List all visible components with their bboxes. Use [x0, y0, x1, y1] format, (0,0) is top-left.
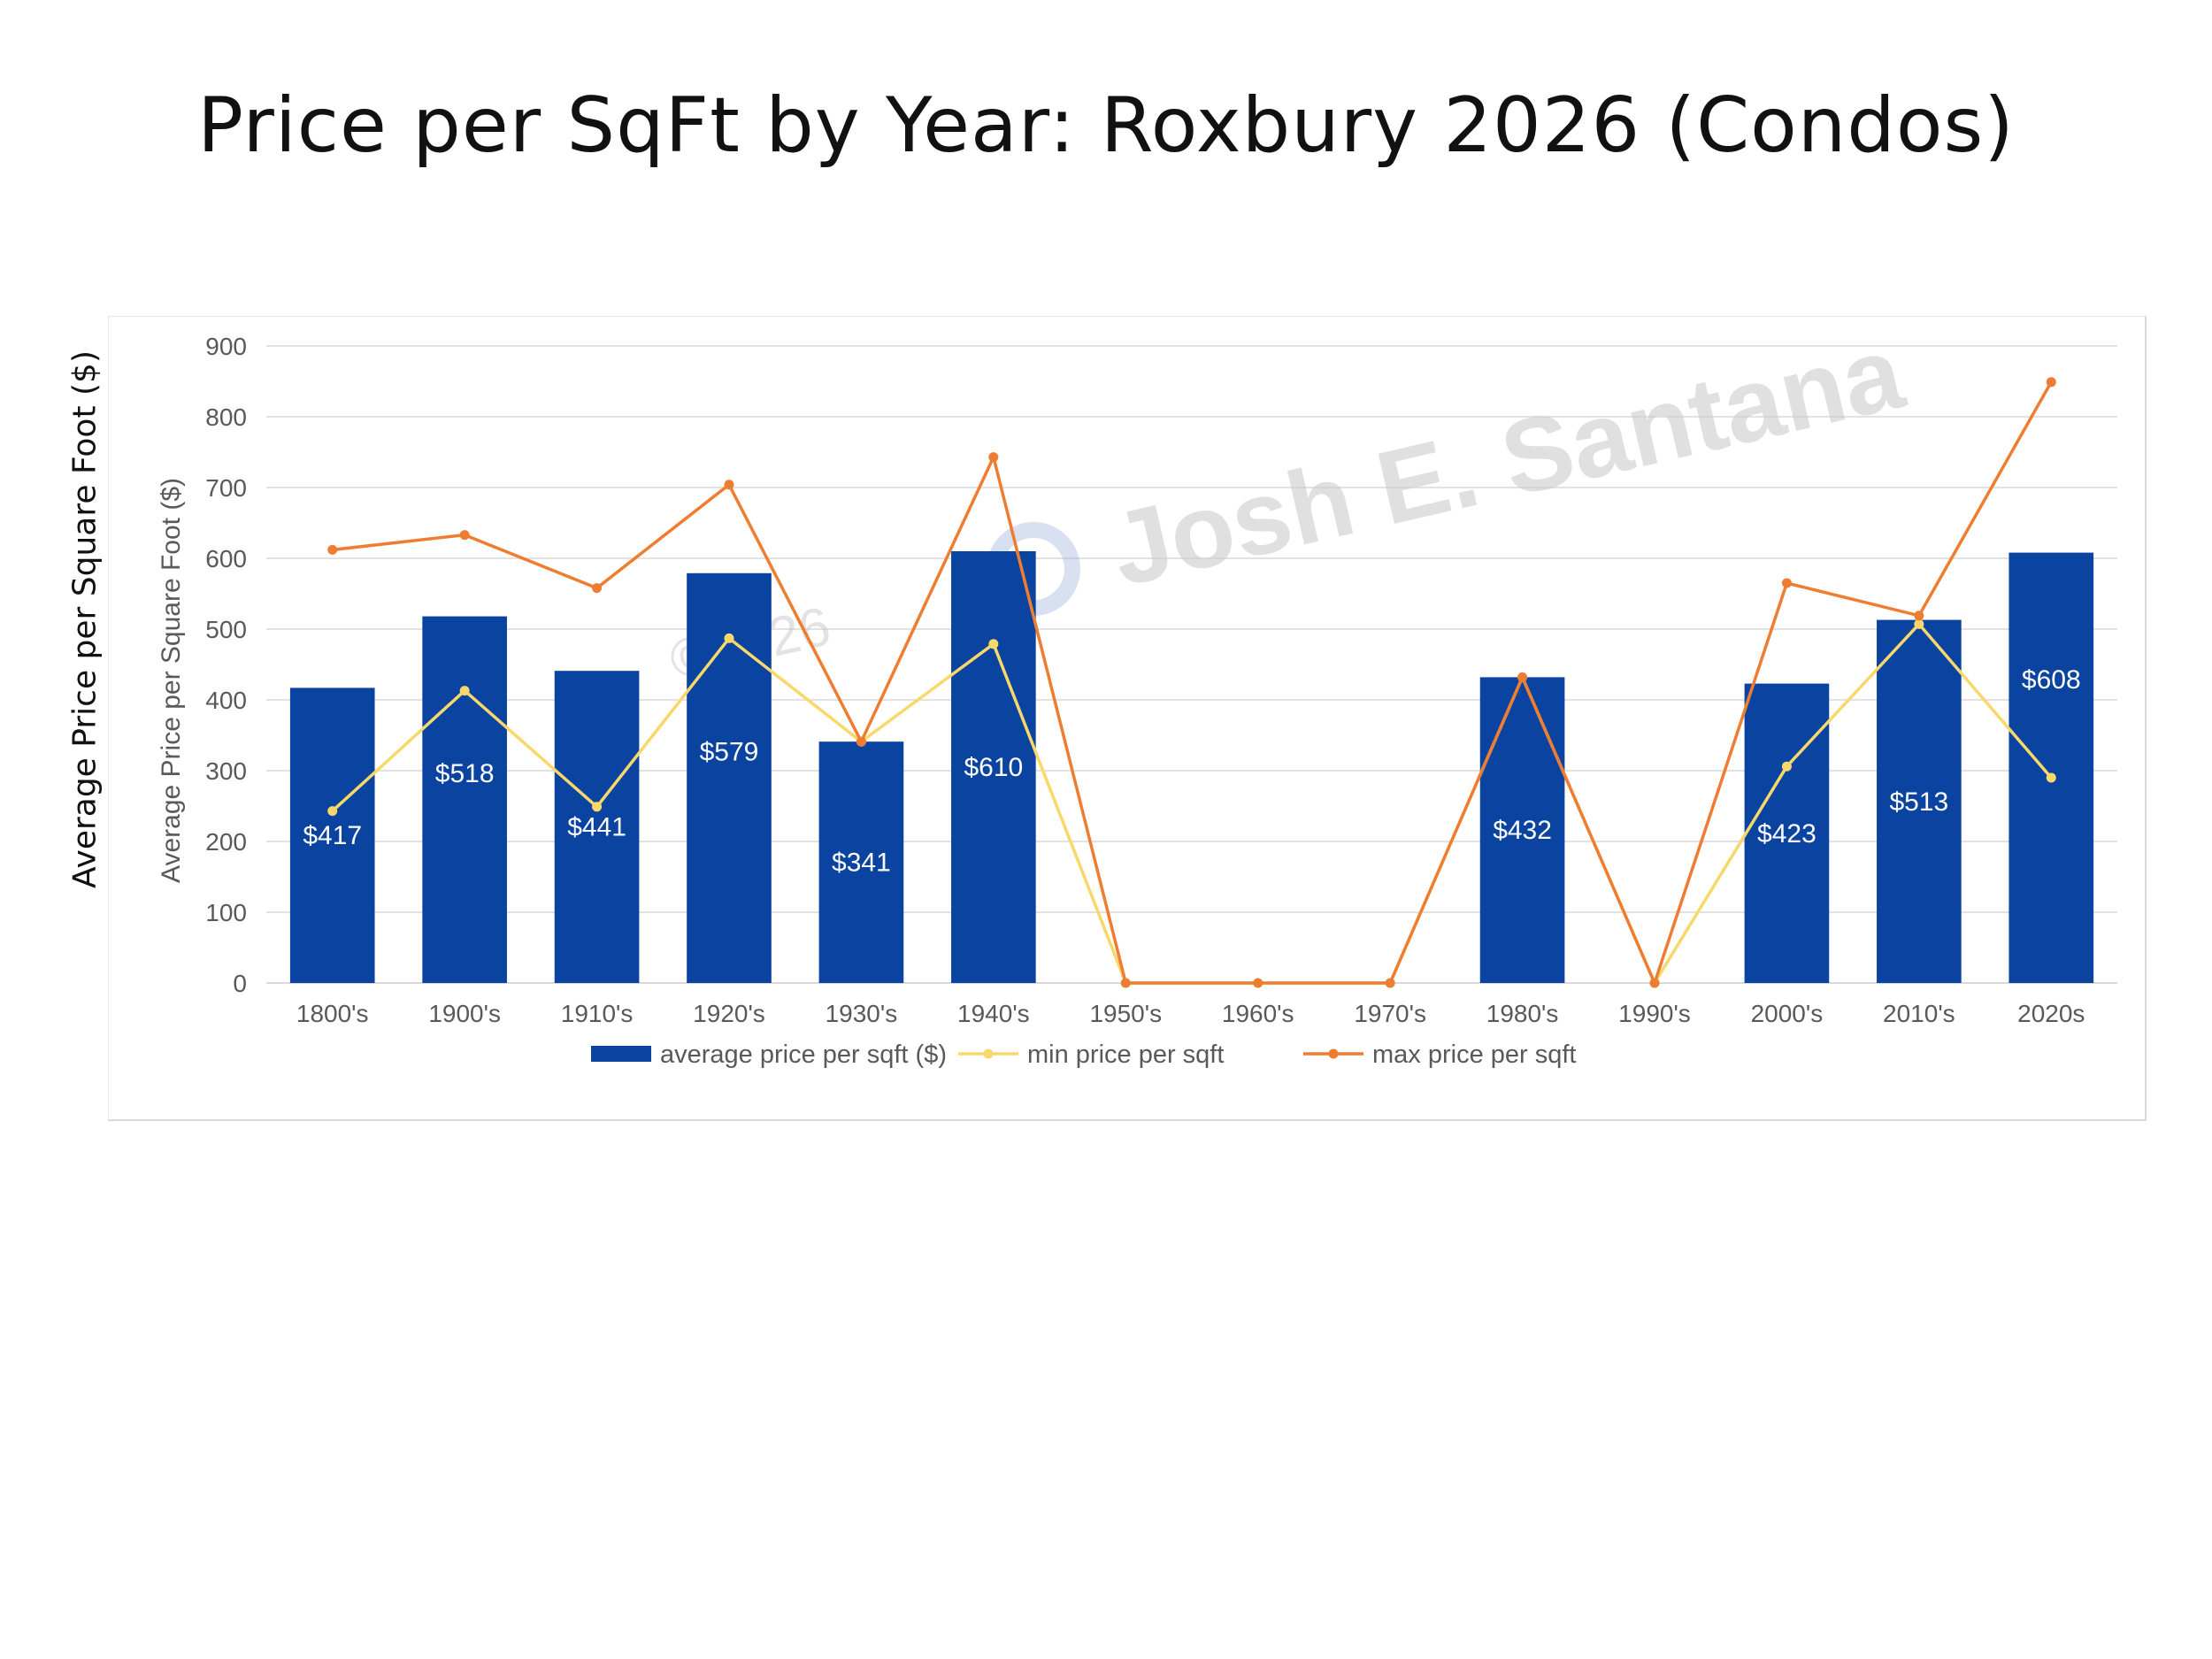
max-line-point	[1120, 978, 1131, 988]
y-tick-label: 800	[205, 403, 247, 431]
max-line-point	[988, 452, 999, 463]
legend-swatch-marker	[983, 1048, 994, 1059]
axis-layer: 0 100 200 300 400 500 600 700 800 900 1800's 1900's…	[205, 333, 2085, 1027]
bar-data-label: $441	[567, 813, 626, 842]
max-line-point	[2046, 377, 2056, 388]
watermark-layer: Josh E. Santana ©2026	[664, 317, 1915, 692]
bar-13	[2008, 552, 2094, 983]
legend-label: average price per sqft ($)	[660, 1041, 947, 1069]
bar-12	[1877, 619, 1962, 983]
chart-svg: Josh E. Santana ©2026 0 100 200 300 400 500 60…	[157, 317, 2117, 1069]
max-line-point	[327, 544, 338, 555]
bar-data-label: $610	[964, 753, 1023, 782]
x-tick-label: 1980's	[1486, 1000, 1559, 1027]
x-tick-label: 1970's	[1354, 1000, 1426, 1027]
max-line-point	[459, 530, 470, 541]
x-tick-label: 2000's	[1751, 1000, 1824, 1027]
y-tick-label: 200	[205, 828, 247, 856]
max-line-point	[1517, 672, 1528, 682]
max-line-point	[1781, 578, 1792, 588]
x-tick-label: 1800's	[296, 1000, 369, 1027]
bar-data-label: $432	[1493, 816, 1552, 845]
x-tick-label: 1990's	[1618, 1000, 1691, 1027]
legend-label: min price per sqft	[1027, 1041, 1224, 1069]
legend: average price per sqft ($) min price per …	[591, 1041, 1576, 1069]
bar-data-label: $513	[1889, 787, 1948, 817]
x-tick-label: 1910's	[561, 1000, 634, 1027]
min-line-point	[327, 806, 338, 817]
line-layer	[327, 377, 2056, 988]
max-line-point	[724, 480, 734, 490]
x-tick-label: 1960's	[1222, 1000, 1294, 1027]
y-tick-label: 900	[205, 333, 247, 360]
y-tick-label: 400	[205, 687, 247, 714]
x-tick-label: 1920's	[693, 1000, 765, 1027]
inner-y-axis-label: Average Price per Square Foot ($)	[157, 478, 186, 883]
y-tick-label: 0	[233, 970, 247, 997]
max-line-point	[1914, 611, 1924, 621]
min-line-point	[1914, 618, 1924, 629]
max-line-point	[592, 583, 603, 594]
bar-0	[289, 687, 375, 983]
bar-data-label: $608	[2022, 665, 2081, 695]
bar-1	[422, 616, 507, 983]
bar-data-label: $423	[1757, 819, 1816, 849]
min-line-point	[724, 633, 734, 643]
page-title: Price per SqFt by Year: Roxbury 2026 (Co…	[197, 81, 2015, 170]
x-tick-label: 1940's	[957, 1000, 1030, 1027]
x-tick-label: 2020s	[2017, 1000, 2085, 1027]
min-line-point	[459, 686, 470, 696]
max-line-point	[856, 736, 866, 747]
min-line-point	[1781, 761, 1792, 772]
min-line-point	[592, 802, 603, 812]
bar-data-label: $341	[832, 849, 891, 878]
bar-2	[554, 671, 640, 983]
y-tick-label: 600	[205, 545, 247, 572]
bar-data-label: $417	[303, 821, 362, 850]
label-layer: $417 $518 $441 $579 $341 $610 $432 $423 $513 $608	[303, 665, 2080, 878]
y-tick-label: 700	[205, 474, 247, 502]
bar-data-label: $518	[435, 759, 495, 788]
bar-layer	[289, 551, 2094, 983]
x-tick-label: 1900's	[428, 1000, 501, 1027]
legend-label: max price per sqft	[1372, 1041, 1576, 1069]
bar-4	[818, 741, 904, 983]
legend-swatch-bar	[591, 1046, 651, 1062]
bar-data-label: $579	[700, 737, 759, 766]
bar-9	[1479, 677, 1565, 983]
x-tick-label: 1930's	[826, 1000, 898, 1027]
max-line	[332, 380, 2053, 985]
y-tick-label: 500	[205, 616, 247, 643]
min-line-point	[2046, 772, 2056, 783]
bar-5	[951, 551, 1036, 983]
legend-swatch-marker	[1328, 1048, 1339, 1059]
chart-frame: Josh E. Santana ©2026 0 100 200 300 400 500 60…	[108, 316, 2147, 1121]
outer-y-axis-label: Average Price per Square Foot ($)	[66, 350, 104, 888]
watermark-text: Josh E. Santana	[1101, 317, 1914, 609]
y-tick-label: 100	[205, 899, 247, 926]
x-tick-label: 1950's	[1089, 1000, 1162, 1027]
max-line-point	[1649, 978, 1660, 988]
max-line-point	[1253, 978, 1263, 988]
y-tick-label: 300	[205, 757, 247, 785]
min-line-point	[988, 639, 999, 649]
x-tick-label: 2010's	[1883, 1000, 1955, 1027]
max-line-point	[1385, 978, 1395, 988]
bar-11	[1744, 683, 1830, 983]
